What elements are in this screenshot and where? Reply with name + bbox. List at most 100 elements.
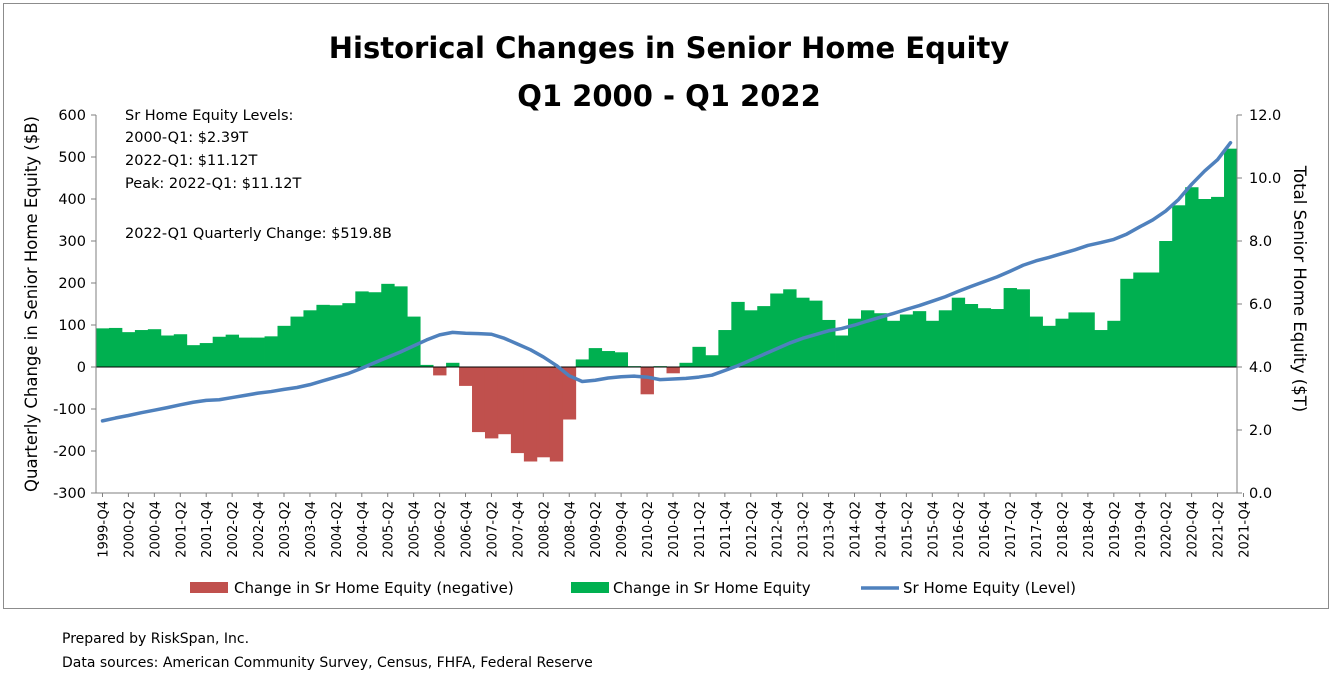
annotation-text: Peak: 2022-Q1: $11.12T: [125, 176, 301, 192]
bar: [1211, 196, 1225, 367]
chart: Historical Changes in Senior Home Equity…: [22, 31, 1309, 597]
y-tick-label: 300: [58, 234, 86, 250]
x-tick-label: 2018-Q2: [1056, 501, 1071, 558]
bar: [199, 343, 214, 367]
x-tick-label: 2008-Q2: [537, 501, 552, 558]
bar: [1172, 205, 1186, 367]
x-tick-label: 2011-Q4: [719, 501, 734, 558]
x-tick-label: 2008-Q4: [563, 501, 578, 558]
bar: [977, 308, 992, 367]
bar: [951, 297, 966, 367]
bar: [1029, 316, 1043, 367]
x-tick-label: 2000-Q4: [148, 501, 163, 558]
bar: [679, 362, 693, 367]
x-tick-label: 2015-Q2: [900, 501, 915, 558]
y2-axis-label: Total Senior Home Equity ($T): [1290, 165, 1309, 412]
bar: [964, 304, 979, 367]
x-tick-label: 2009-Q2: [589, 501, 604, 558]
bar: [96, 328, 110, 367]
x-tick-label: 2003-Q2: [278, 501, 293, 558]
y2-tick-label: 12.0: [1249, 108, 1281, 124]
bar: [770, 293, 784, 367]
legend-label-positive: Change in Sr Home Equity: [613, 579, 811, 597]
x-tick-label: 2018-Q4: [1082, 501, 1097, 558]
y2-tick-label: 4.0: [1249, 360, 1272, 376]
bar: [510, 367, 525, 454]
bar: [472, 367, 486, 433]
bar: [147, 329, 162, 367]
bar: [718, 330, 732, 367]
annotation-text: Sr Home Equity Levels:: [125, 108, 293, 124]
bar: [873, 313, 888, 367]
bar: [1198, 199, 1212, 367]
bar: [368, 292, 382, 367]
y-tick-label: 100: [58, 318, 86, 334]
legend-swatch-positive: [571, 582, 609, 593]
y-tick-label: -300: [53, 486, 86, 502]
x-tick-label: 2014-Q2: [849, 501, 864, 558]
y-tick-label: 0: [77, 360, 86, 376]
y-axis-label: Quarterly Change in Senior Home Equity (…: [22, 116, 41, 492]
x-tick-label: 2017-Q2: [1004, 501, 1019, 558]
x-tick-label: 2000-Q2: [122, 501, 137, 558]
bar: [173, 334, 188, 367]
bar: [1042, 325, 1056, 367]
x-tick-label: 2012-Q2: [745, 501, 760, 558]
bar: [134, 330, 149, 367]
y-tick-label: 500: [58, 150, 86, 166]
bar: [108, 327, 123, 367]
bar: [277, 325, 291, 367]
x-tick-label: 2001-Q2: [174, 501, 189, 558]
y-tick-label: -200: [53, 444, 86, 460]
bar: [407, 316, 421, 367]
x-tick-label: 2013-Q2: [797, 501, 812, 558]
chart-subtitle: Q1 2000 - Q1 2022: [517, 79, 821, 113]
bar: [1081, 312, 1095, 367]
bar: [1094, 330, 1108, 367]
bar: [160, 335, 175, 367]
x-tick-label: 2005-Q4: [408, 501, 423, 558]
bar: [899, 314, 914, 367]
footer: Prepared by RiskSpan, Inc. Data sources:…: [62, 627, 593, 675]
bar: [1068, 312, 1082, 367]
x-tick-label: 2014-Q4: [874, 501, 889, 558]
x-tick-label: 1999-Q4: [97, 501, 112, 558]
bar: [692, 346, 706, 367]
x-tick-label: 2009-Q4: [615, 501, 630, 558]
bar: [446, 362, 460, 367]
bar: [990, 309, 1005, 367]
bar: [1016, 289, 1030, 367]
x-tick-label: 2010-Q4: [667, 501, 682, 558]
bar: [860, 310, 875, 367]
bar: [497, 367, 512, 435]
legend-swatch-negative: [190, 582, 228, 593]
equity-level-line: [100, 140, 1233, 423]
bar: [640, 367, 654, 395]
bar: [666, 367, 680, 374]
x-tick-label: 2012-Q4: [771, 501, 786, 558]
y-tick-label: 200: [58, 276, 86, 292]
bar: [420, 364, 434, 367]
x-tick-label: 2007-Q4: [511, 501, 526, 558]
bar: [225, 334, 240, 367]
bar: [614, 352, 629, 367]
bar: [1146, 272, 1160, 367]
bar: [536, 367, 551, 458]
bar: [744, 310, 758, 367]
bar: [938, 310, 953, 367]
y2-tick-label: 6.0: [1249, 297, 1272, 313]
annotation-text: 2022-Q1 Quarterly Change: $519.8B: [125, 226, 392, 242]
x-tick-label: 2011-Q2: [693, 501, 708, 558]
x-tick-label: 2021-Q4: [1238, 501, 1253, 558]
footer-sources: Data sources: American Community Survey,…: [62, 655, 593, 671]
bar: [886, 320, 901, 367]
bar: [355, 291, 369, 367]
legend-label-negative: Change in Sr Home Equity (negative): [234, 579, 514, 597]
bar: [433, 367, 447, 376]
annotation-text: 2000-Q1: $2.39T: [125, 130, 248, 146]
bar: [329, 305, 343, 367]
bar: [1159, 241, 1173, 367]
bar: [562, 367, 577, 420]
y-tick-label: 600: [58, 108, 86, 124]
bar: [290, 316, 304, 367]
